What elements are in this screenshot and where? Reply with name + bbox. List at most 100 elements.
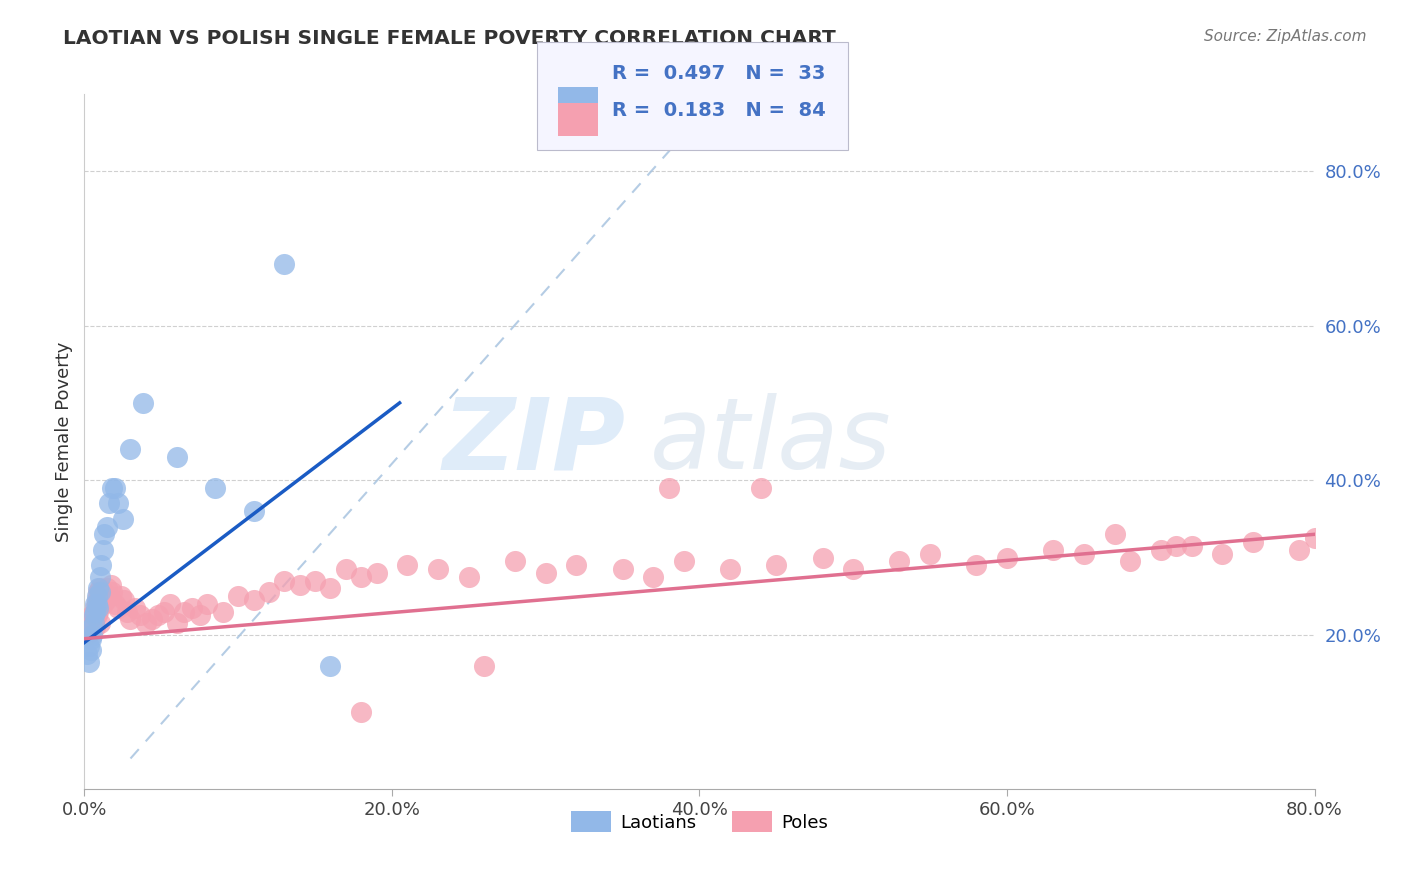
Point <box>273 257 295 271</box>
Point <box>87 585 110 599</box>
Point <box>93 527 115 541</box>
Point <box>920 547 942 561</box>
Point <box>350 570 373 584</box>
Point <box>86 593 108 607</box>
Point <box>80 608 103 623</box>
Point <box>288 577 311 591</box>
Y-axis label: Single Female Poverty: Single Female Poverty <box>55 342 73 541</box>
Point <box>120 442 142 457</box>
Point <box>104 481 127 495</box>
Text: ZIP: ZIP <box>443 393 626 490</box>
Point <box>84 620 107 634</box>
Point <box>457 570 479 584</box>
Point <box>91 597 114 611</box>
Point <box>110 589 132 603</box>
Point <box>304 574 326 588</box>
Point <box>91 542 114 557</box>
Point <box>96 582 118 596</box>
Point <box>101 481 124 495</box>
Point <box>472 658 495 673</box>
Point <box>396 558 419 573</box>
Point <box>534 566 557 580</box>
Point <box>83 616 105 631</box>
Point <box>117 605 139 619</box>
Point <box>128 608 150 623</box>
Point <box>107 600 129 615</box>
Point <box>84 600 107 615</box>
Point <box>889 554 911 568</box>
Point <box>1166 539 1188 553</box>
Point <box>90 558 112 573</box>
Point <box>565 558 588 573</box>
Point <box>427 562 450 576</box>
Legend: Laotians, Poles: Laotians, Poles <box>564 805 835 839</box>
Point <box>96 519 118 533</box>
Point <box>93 585 115 599</box>
Point <box>80 620 103 634</box>
Point <box>83 608 105 623</box>
Text: Source: ZipAtlas.com: Source: ZipAtlas.com <box>1204 29 1367 44</box>
Point <box>98 496 120 510</box>
Point <box>643 570 665 584</box>
Point <box>104 597 127 611</box>
Point <box>86 589 108 603</box>
Point <box>166 616 188 631</box>
Point <box>242 504 264 518</box>
Point <box>89 570 111 584</box>
Point <box>84 597 107 611</box>
Point <box>77 616 100 631</box>
Point <box>965 558 987 573</box>
Point <box>90 589 112 603</box>
Point <box>242 593 264 607</box>
Point <box>173 605 195 619</box>
Point <box>1241 535 1264 549</box>
Point <box>319 658 342 673</box>
Point <box>148 608 170 623</box>
Point <box>86 608 108 623</box>
Point <box>1150 542 1173 557</box>
Point <box>197 597 219 611</box>
Point <box>132 396 155 410</box>
Point <box>80 624 103 638</box>
Point <box>1073 547 1095 561</box>
Point <box>79 643 101 657</box>
Point <box>350 705 373 719</box>
Point <box>79 632 101 646</box>
Point <box>1119 554 1142 568</box>
Point <box>1288 542 1310 557</box>
Point <box>83 616 105 631</box>
Point <box>1104 527 1126 541</box>
Point <box>87 605 110 619</box>
Point <box>77 655 100 669</box>
Point <box>76 647 98 661</box>
Point <box>80 628 103 642</box>
Point <box>101 585 124 599</box>
Point <box>1211 547 1233 561</box>
Point <box>141 612 163 626</box>
Point <box>77 640 100 654</box>
Point <box>83 612 105 626</box>
Point <box>89 585 111 599</box>
Point <box>811 550 834 565</box>
Point <box>79 620 101 634</box>
Point <box>153 605 176 619</box>
Point <box>1181 539 1204 553</box>
Point <box>86 597 108 611</box>
Point <box>335 562 357 576</box>
Text: LAOTIAN VS POLISH SINGLE FEMALE POVERTY CORRELATION CHART: LAOTIAN VS POLISH SINGLE FEMALE POVERTY … <box>63 29 837 47</box>
Point <box>135 616 157 631</box>
Point <box>89 616 111 631</box>
Point <box>226 589 249 603</box>
Point <box>257 585 280 599</box>
Text: R =  0.183   N =  84: R = 0.183 N = 84 <box>612 101 825 120</box>
Point <box>181 600 204 615</box>
Point <box>612 562 634 576</box>
Point <box>366 566 388 580</box>
Point <box>749 481 772 495</box>
Point <box>89 582 111 596</box>
Point <box>87 600 110 615</box>
Text: atlas: atlas <box>651 393 891 490</box>
Point <box>112 593 135 607</box>
Point <box>120 612 142 626</box>
Point <box>204 481 226 495</box>
